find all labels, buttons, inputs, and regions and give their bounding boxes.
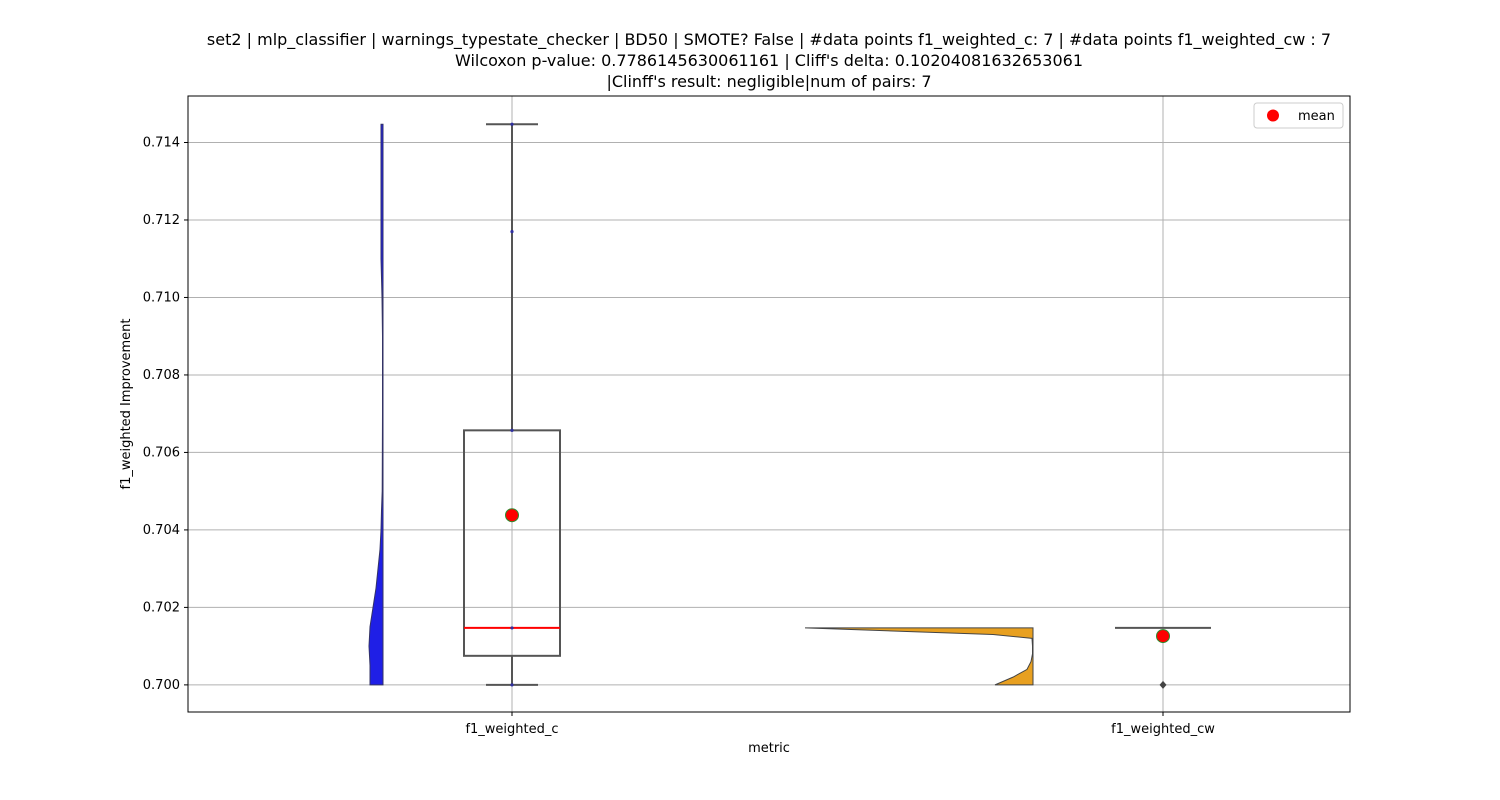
x-tick-label: f1_weighted_cw bbox=[1111, 722, 1215, 737]
y-tick-label: 0.706 bbox=[143, 445, 180, 460]
y-tick-label: 0.700 bbox=[143, 678, 180, 693]
x-tick-label: f1_weighted_c bbox=[465, 722, 558, 737]
data-point-c bbox=[510, 428, 514, 432]
violin-f1-weighted-cw bbox=[804, 627, 1034, 686]
data-point-c bbox=[510, 229, 514, 234]
y-tick-label: 0.710 bbox=[143, 290, 180, 305]
chart-title-line-2: Wilcoxon p-value: 0.7786145630061161 | C… bbox=[454, 51, 1084, 70]
y-tick-label: 0.704 bbox=[143, 523, 180, 538]
outlier-cw bbox=[1159, 680, 1167, 689]
legend-mean-marker bbox=[1267, 109, 1279, 122]
y-tick-label: 0.702 bbox=[143, 600, 180, 615]
plot-area bbox=[188, 96, 1350, 712]
chart-title-line-1: set2 | mlp_classifier | warnings_typesta… bbox=[206, 30, 1332, 49]
x-axis-label: metric bbox=[748, 741, 790, 756]
mean-marker-c bbox=[505, 508, 519, 523]
y-tick-label: 0.714 bbox=[143, 135, 180, 150]
data-point-c bbox=[510, 122, 514, 126]
y-axis-label: f1_weighted Improvement bbox=[119, 318, 134, 489]
legend-box bbox=[1253, 102, 1344, 129]
chart-title-line-3: |Clinff's result: negligible|num of pair… bbox=[606, 72, 932, 91]
y-tick-label: 0.708 bbox=[143, 368, 180, 383]
data-point-c bbox=[510, 626, 514, 630]
plot-frame bbox=[187, 95, 1351, 713]
violin-f1-weighted-c bbox=[368, 123, 384, 686]
data-point-c bbox=[510, 683, 514, 687]
legend-mean-label: mean bbox=[1298, 109, 1335, 124]
y-tick-label: 0.712 bbox=[143, 213, 180, 228]
mean-marker-cw bbox=[1156, 629, 1170, 644]
